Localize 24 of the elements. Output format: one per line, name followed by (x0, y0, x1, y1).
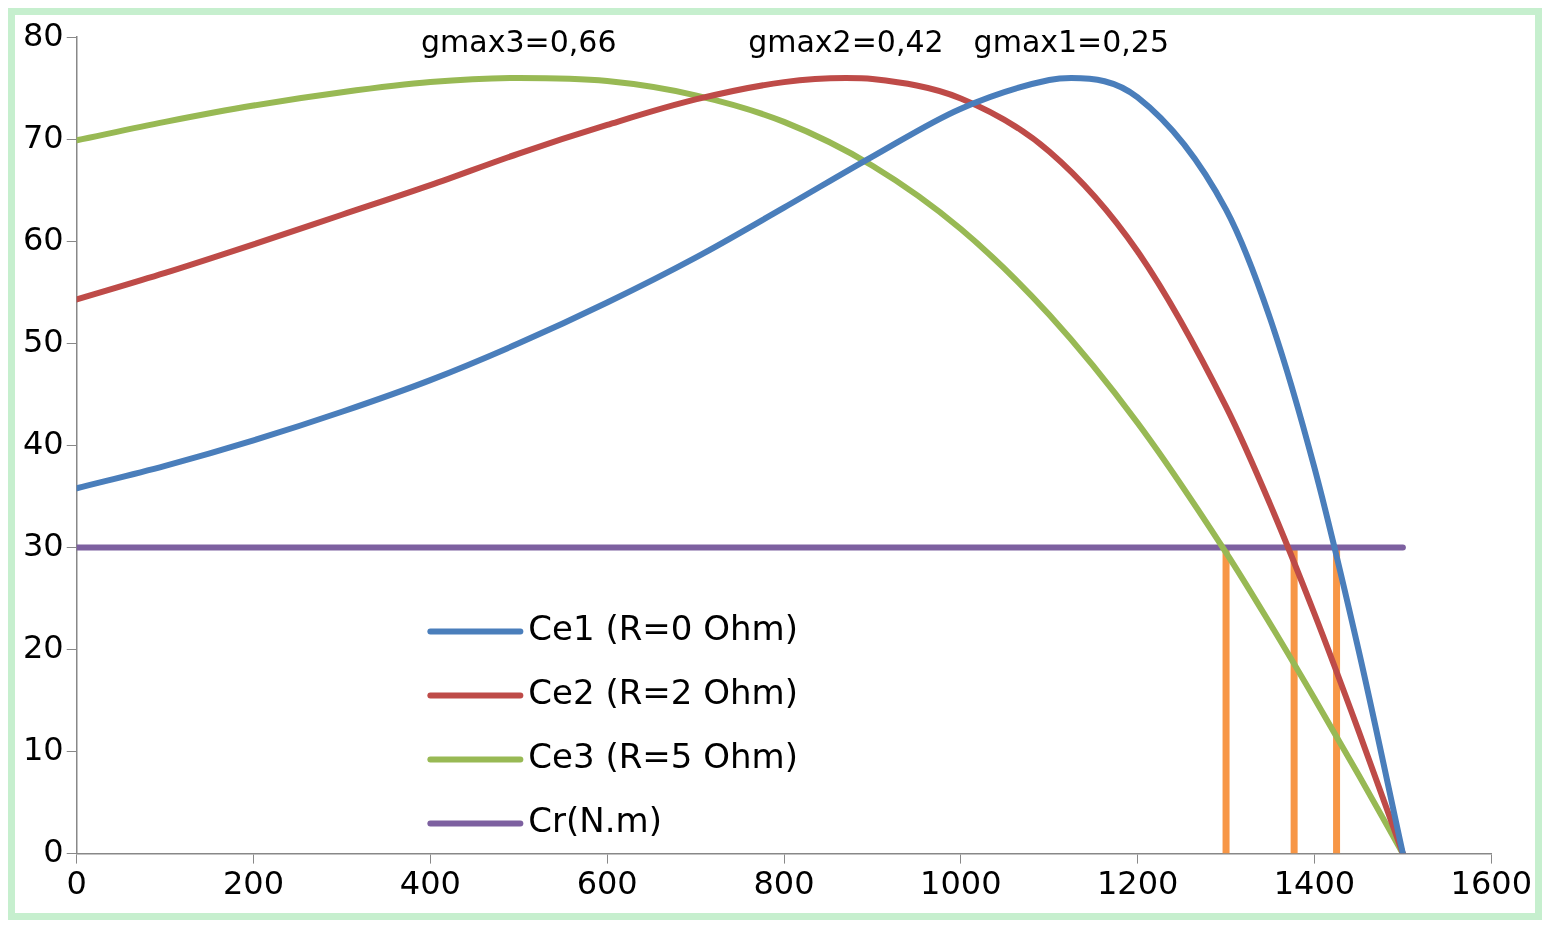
x-tick-label: 1200 (1096, 864, 1179, 903)
x-tick-label: 1000 (920, 864, 1002, 903)
y-tick-label: 0 (43, 831, 64, 870)
y-tick-label: 50 (23, 321, 64, 360)
x-tick-label: 400 (399, 864, 461, 903)
y-tick-label: 20 (23, 627, 64, 666)
x-tick-label: 800 (753, 864, 815, 903)
y-tick-label: 40 (23, 423, 64, 462)
annotation: gmax3=0,66 (421, 23, 617, 59)
annotation: gmax1=0,25 (973, 23, 1170, 59)
y-tick-label: 30 (23, 525, 64, 564)
y-tick-label: 80 (23, 15, 64, 54)
annotation: gmax2=0,42 (748, 23, 944, 59)
x-tick-label: 600 (576, 864, 638, 903)
x-tick-label: 1400 (1273, 864, 1356, 903)
legend-label: Ce3 (R=5 Ohm) (528, 736, 798, 777)
y-tick-label: 60 (23, 219, 64, 258)
legend-label: Cr(N.m) (528, 800, 662, 841)
x-tick-label: 200 (223, 864, 285, 903)
legend-label: Ce2 (R=2 Ohm) (528, 672, 798, 713)
y-tick-label: 70 (23, 117, 64, 156)
x-tick-label: 1600 (1450, 864, 1532, 903)
y-tick-label: 10 (23, 729, 64, 768)
legend-label: Ce1 (R=0 Ohm) (528, 608, 798, 649)
